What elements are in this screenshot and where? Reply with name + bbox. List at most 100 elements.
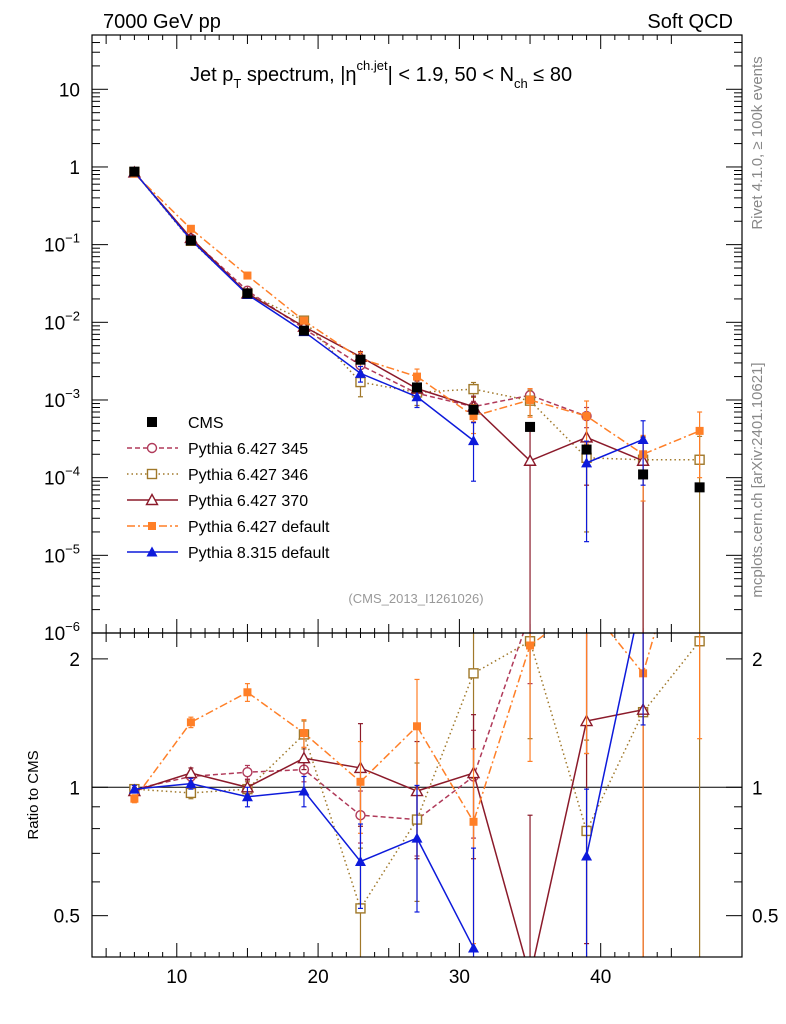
legend-label: Pythia 6.427 345: [188, 441, 308, 458]
legend-marker: [147, 417, 157, 427]
data-point: [243, 271, 252, 280]
series-line: [585, 633, 635, 857]
ratio-y-axis-label: Ratio to CMS: [25, 750, 42, 839]
data-point: [299, 316, 308, 325]
data-point: [581, 850, 593, 861]
y-tick-label-exponent: −3: [65, 386, 80, 401]
data-point: [298, 785, 310, 796]
data-point: [356, 777, 365, 786]
cms-data-point: [638, 469, 649, 480]
legend-label: Pythia 8.315 default: [188, 545, 330, 562]
series-line: [133, 171, 474, 442]
legend-item: Pythia 6.427 345: [127, 441, 308, 458]
cms-data-point: [185, 235, 196, 246]
data-point: [525, 971, 536, 981]
data-point: [411, 832, 423, 843]
main-frame: [91, 34, 743, 634]
cms-data-point: [298, 325, 309, 336]
data-point: [469, 412, 478, 421]
data-point: [185, 778, 197, 789]
legend-marker: [146, 546, 158, 557]
legend-item: Pythia 6.427 default: [127, 519, 330, 536]
data-point: [581, 457, 593, 468]
data-point: [241, 791, 253, 802]
legend-item: Pythia 6.427 370: [127, 493, 308, 510]
data-point: [526, 395, 535, 404]
cms-data-point: [468, 404, 479, 415]
data-point: [468, 668, 479, 679]
y-tick-label-main: 10−1: [44, 231, 80, 257]
legend-label: Pythia 6.427 370: [188, 493, 308, 510]
y-tick-label-main: 10: [59, 80, 80, 101]
data-point: [186, 224, 195, 233]
cms-data-point: [694, 482, 705, 493]
cms-data-point: [581, 444, 592, 455]
data-point: [637, 433, 649, 444]
y-tick-label-ratio: 0.5: [54, 907, 80, 928]
mcplots-label: mcplots.cern.ch [arXiv:2401.10621]: [749, 362, 766, 597]
data-point: [526, 641, 535, 650]
y-tick-label-base: 10: [44, 391, 65, 412]
y-tick-label-exponent: −6: [65, 619, 80, 634]
series-line: [133, 171, 644, 462]
y-tick-label-exponent: −2: [65, 308, 80, 323]
data-point: [354, 855, 366, 866]
data-point: [354, 367, 366, 378]
rivet-version-label: Rivet 4.1.0, ≥ 100k events: [749, 56, 766, 229]
data-point: [583, 599, 591, 607]
y-tick-label-exponent: −1: [65, 231, 80, 246]
x-tick-label: 20: [308, 967, 329, 988]
legend-marker: [145, 493, 159, 506]
y-tick-label-main: 1: [69, 158, 80, 179]
data-point: [299, 729, 308, 738]
ratio-frame: [91, 632, 743, 958]
cms-data-point: [412, 382, 422, 393]
data-point: [186, 718, 195, 727]
cms-data-point: [242, 288, 253, 299]
plot-title: Jet pT spectrum, |ηch.jet| < 1.9, 50 < N…: [190, 58, 572, 91]
data-point: [297, 751, 311, 764]
y-tick-label-ratio: 1: [69, 778, 80, 799]
data-point: [523, 453, 537, 466]
y-tick-label-exponent: −5: [65, 541, 80, 556]
data-point: [468, 942, 480, 953]
data-point: [128, 783, 140, 794]
y-tick-label-ratio: 2: [69, 650, 80, 671]
main-plot-layer: [127, 165, 705, 633]
data-point: [582, 412, 591, 421]
legend-label: Pythia 6.427 default: [188, 519, 330, 536]
x-tick-label: 40: [590, 967, 611, 988]
header-energy-label: 7000 GeV pp: [103, 11, 221, 33]
data-point: [468, 435, 480, 446]
series-line: [134, 708, 644, 957]
y-tick-label-ratio-right: 1: [752, 778, 763, 799]
data-point: [185, 787, 197, 799]
data-point: [469, 817, 478, 826]
data-point: [413, 722, 421, 731]
legend-marker: [146, 442, 158, 454]
series-line: [133, 173, 700, 456]
y-tick-label-base: 10: [44, 624, 65, 645]
y-tick-label-main: 10−6: [44, 619, 80, 645]
legend-item: Pythia 6.427 346: [127, 467, 308, 484]
data-point: [130, 794, 139, 803]
legend-label: CMS: [188, 415, 224, 432]
y-tick-label-main: 10−5: [44, 541, 80, 567]
data-point: [582, 599, 591, 608]
legend: CMS Pythia 6.427 345 Pythia 6.427 346 Pythi…: [127, 415, 330, 562]
y-tick-label-base: 10: [44, 546, 65, 567]
y-tick-label-main: 10−2: [44, 308, 80, 334]
y-tick-label-ratio-right: 0.5: [752, 907, 778, 928]
data-point: [184, 766, 198, 779]
header-category-label: Soft QCD: [647, 11, 733, 33]
legend-item: CMS: [147, 415, 224, 432]
legend-item: Pythia 8.315 default: [127, 545, 330, 562]
legend-marker: [146, 468, 158, 480]
data-point: [411, 391, 423, 402]
cms-data-point: [129, 166, 140, 177]
series-line: [134, 782, 475, 949]
data-point: [242, 766, 253, 778]
legend-label: Pythia 6.427 346: [188, 467, 308, 484]
y-tick-label-exponent: −4: [65, 464, 80, 479]
